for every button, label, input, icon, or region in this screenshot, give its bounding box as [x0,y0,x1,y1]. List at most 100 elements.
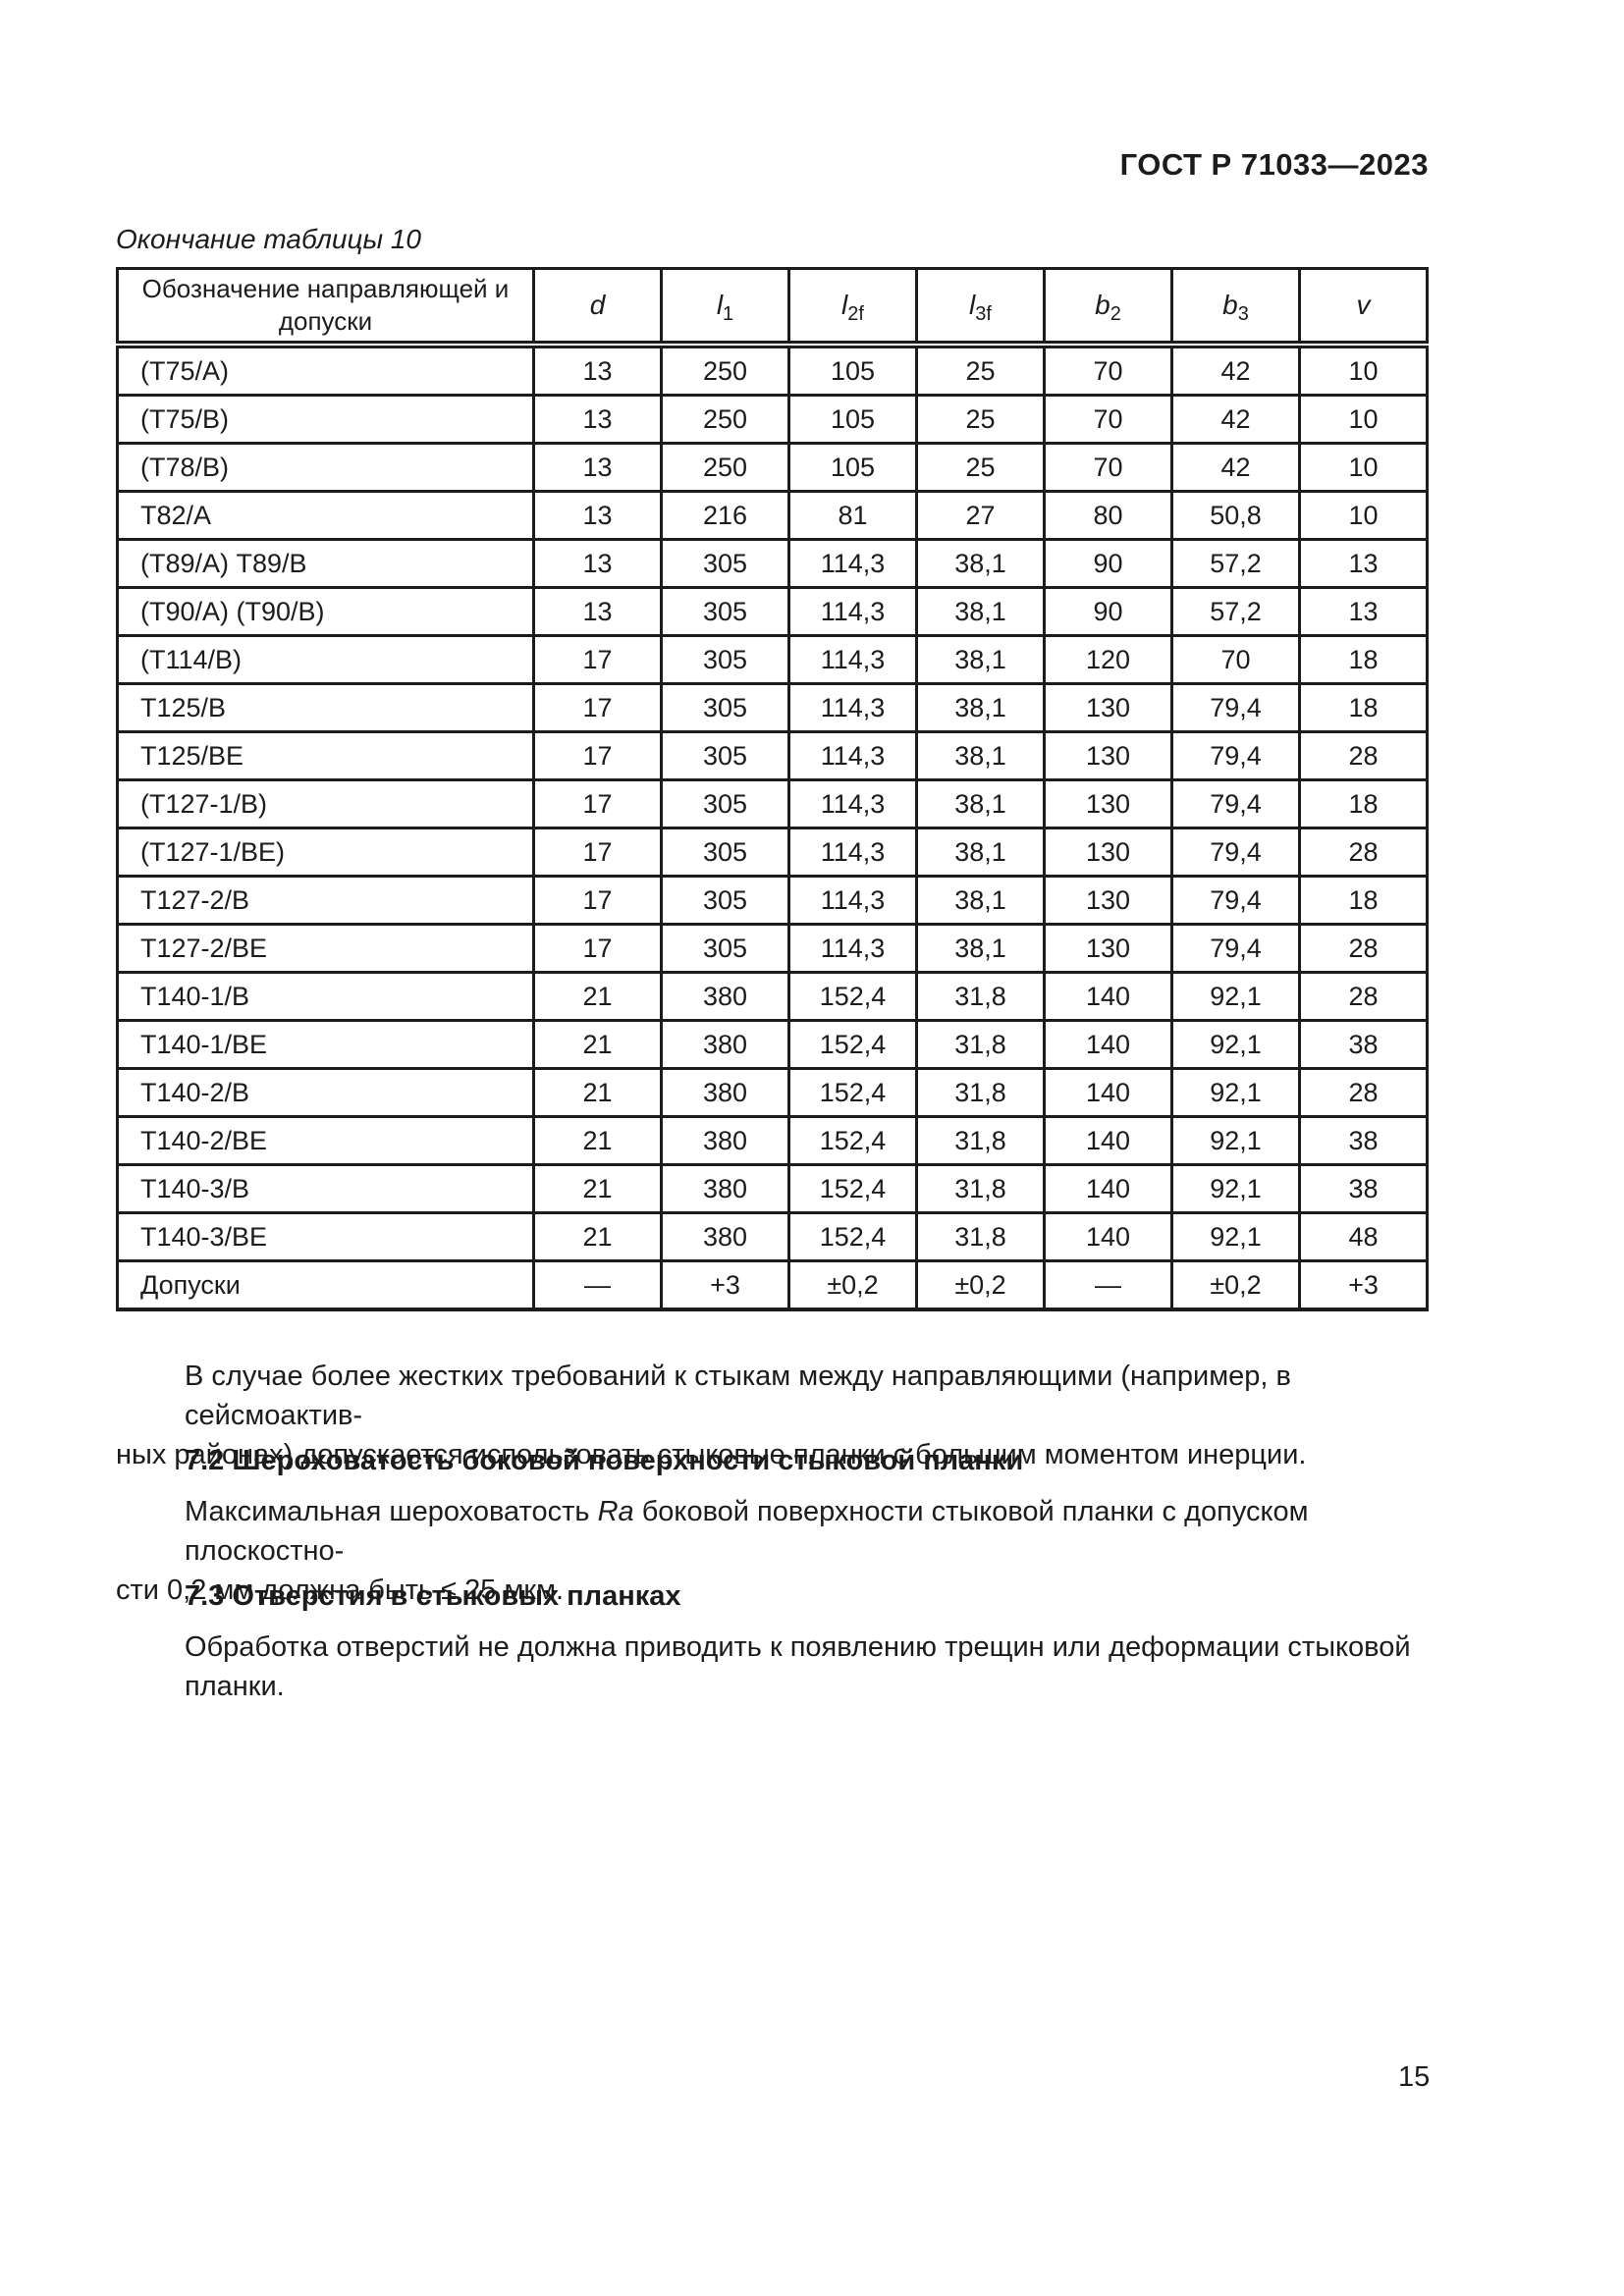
cell-value: 57,2 [1170,586,1301,637]
table-header-row: Обозначение направляющей и допуски d l1 … [116,267,1429,348]
cell-value: 18 [1298,682,1429,733]
cell-value: 380 [660,1019,790,1070]
cell-value: 90 [1043,538,1173,589]
table-body: (Т75/А) 13 250 105 25 70 42 10 (Т75/В) 13 250 105 25… [116,343,1429,1311]
cell-value: 92,1 [1170,1067,1301,1118]
column-header-l3f: l3f [915,267,1046,348]
cell-value: 18 [1298,634,1429,685]
cell-value: 13 [532,586,663,637]
table-row: Т125/ВЕ 17 305 114,3 38,1 130 79,4 28 [116,730,1429,781]
paragraph-seismic-line2: ных районах) допускается использовать ст… [116,1439,1307,1470]
cell-value: +3 [660,1259,790,1311]
cell-value: 38,1 [915,778,1046,829]
row-designation: Т82/А [116,490,535,541]
cell-value: 17 [532,634,663,685]
cell-value: 13 [532,538,663,589]
cell-value: 38 [1298,1019,1429,1070]
row-designation: (Т89/А) Т89/В [116,538,535,589]
column-header-b2: b2 [1043,267,1173,348]
cell-value: 305 [660,634,790,685]
cell-value: 305 [660,827,790,878]
cell-value: 17 [532,778,663,829]
cell-value: 79,4 [1170,682,1301,733]
cell-value: 38,1 [915,586,1046,637]
cell-value: 114,3 [787,634,918,685]
cell-value: 250 [660,394,790,445]
cell-value: — [1043,1259,1173,1311]
cell-value: 305 [660,538,790,589]
cell-value: 152,4 [787,1163,918,1214]
cell-value: 130 [1043,778,1173,829]
cell-value: 13 [532,490,663,541]
cell-value: 105 [787,394,918,445]
cell-value: 25 [915,343,1046,397]
column-header-l1: l1 [660,267,790,348]
column-header-b3: b3 [1170,267,1301,348]
cell-value: 140 [1043,1067,1173,1118]
cell-value: 13 [532,343,663,397]
row-designation: Т127-2/В [116,875,535,926]
cell-value: 28 [1298,971,1429,1022]
cell-value: 17 [532,827,663,878]
cell-value: 114,3 [787,730,918,781]
table-row: Т140-3/В 21 380 152,4 31,8 140 92,1 38 [116,1163,1429,1214]
row-designation: Т127-2/ВЕ [116,923,535,974]
heading-7-3: 7.3 Отверстия в стыковых планках [185,1580,681,1612]
table-10: Обозначение направляющей и допуски d l1 … [116,267,1429,1311]
row-designation: (Т75/А) [116,343,535,397]
cell-value: 28 [1298,730,1429,781]
cell-value: 50,8 [1170,490,1301,541]
cell-value: 17 [532,875,663,926]
cell-value: 79,4 [1170,827,1301,878]
cell-value: 31,8 [915,1211,1046,1262]
cell-value: 25 [915,442,1046,493]
column-header-designation: Обозначение направляющей и допуски [116,267,535,348]
table-row: Т140-3/ВЕ 21 380 152,4 31,8 140 92,1 48 [116,1211,1429,1262]
cell-value: 305 [660,730,790,781]
cell-value: 105 [787,343,918,397]
table-row: (Т89/А) Т89/В 13 305 114,3 38,1 90 57,2 13 [116,538,1429,589]
row-designation: Т140-3/ВЕ [116,1211,535,1262]
cell-value: 81 [787,490,918,541]
cell-value: 17 [532,923,663,974]
cell-value: 92,1 [1170,1211,1301,1262]
cell-value: 250 [660,343,790,397]
cell-value: 80 [1043,490,1173,541]
cell-value: 79,4 [1170,923,1301,974]
cell-value: 21 [532,1115,663,1166]
cell-value: 380 [660,971,790,1022]
cell-value: 21 [532,1163,663,1214]
cell-value: 90 [1043,586,1173,637]
cell-value: ±0,2 [787,1259,918,1311]
cell-value: 70 [1170,634,1301,685]
cell-value: 31,8 [915,1019,1046,1070]
row-designation: (Т78/В) [116,442,535,493]
row-designation: Т125/В [116,682,535,733]
cell-value: 18 [1298,778,1429,829]
cell-value: 31,8 [915,971,1046,1022]
cell-value: 380 [660,1211,790,1262]
paragraph-seismic-line1: В случае более жестких требований к стык… [185,1361,1291,1431]
table-row: (Т127-1/В) 17 305 114,3 38,1 130 79,4 18 [116,778,1429,829]
cell-value: 17 [532,682,663,733]
row-designation: Т140-2/В [116,1067,535,1118]
table-row: Допуски — +3 ±0,2 ±0,2— ±0,2 +3 [116,1259,1429,1311]
cell-value: 140 [1043,1211,1173,1262]
row-designation: Т140-3/В [116,1163,535,1214]
cell-value: 114,3 [787,923,918,974]
cell-value: 38,1 [915,634,1046,685]
cell-value: 380 [660,1067,790,1118]
table-row: (Т90/А) (Т90/В) 13 305 114,3 38,1 90 57,2 13 [116,586,1429,637]
table-row: Т140-1/В 21 380 152,4 31,8 140 92,1 28 [116,971,1429,1022]
column-header-d: d [532,267,663,348]
cell-value: 28 [1298,827,1429,878]
table-row: (Т75/В) 13 250 105 25 70 42 10 [116,394,1429,445]
paragraph-roughness: Максимальная шероховатость Ra боковой по… [116,1492,1443,1610]
cell-value: 140 [1043,971,1173,1022]
cell-value: 250 [660,442,790,493]
paragraph-roughness-line1-pre: Максимальная шероховатость [185,1496,598,1527]
row-designation: Т140-1/В [116,971,535,1022]
paragraph-roughness-line1: Максимальная шероховатость Ra боковой по… [116,1492,1443,1571]
cell-value: 38,1 [915,538,1046,589]
